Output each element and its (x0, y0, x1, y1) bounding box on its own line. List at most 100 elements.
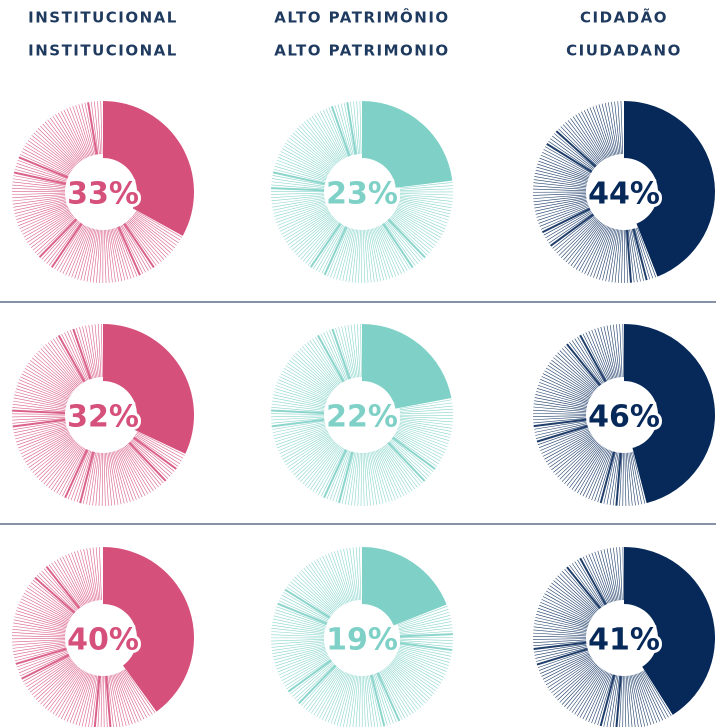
hatch-line (33, 355, 75, 391)
hatch-line (280, 654, 328, 679)
hatch-line (302, 346, 338, 387)
hatch-line (65, 226, 88, 276)
hatch-line (272, 171, 326, 185)
hatch-line (639, 672, 664, 721)
hatch-line (589, 107, 611, 157)
hatch-line (97, 675, 102, 727)
hatch-line (534, 644, 587, 656)
hatch-line (284, 588, 331, 619)
hatch-line (394, 657, 440, 687)
hatch-line (135, 433, 182, 462)
hatch-line (385, 221, 419, 264)
hatch-line (13, 397, 66, 409)
hatch-line (315, 224, 344, 271)
hatch-line (56, 559, 85, 606)
hatch-line (568, 221, 601, 265)
hatch-line (625, 452, 630, 506)
hatch-line (24, 368, 71, 396)
hatch-line (611, 229, 620, 283)
hatch-line (64, 449, 89, 499)
hatch-line (535, 201, 588, 215)
hatch-line (19, 379, 69, 401)
hatch-line (17, 607, 68, 626)
hatch-line (277, 651, 327, 673)
hatch-line (135, 210, 183, 238)
hatch-line (271, 418, 325, 424)
hatch-line (388, 441, 428, 479)
hatch-line (399, 416, 453, 420)
hatch-line (533, 409, 587, 414)
hatch-line (335, 451, 352, 503)
hatch-line (609, 325, 619, 378)
hatch-line (552, 135, 595, 169)
hatch-line (399, 412, 453, 415)
hatch-line (534, 643, 587, 653)
hatch-line (579, 334, 607, 383)
hatch-line (12, 639, 66, 643)
hatch-line (544, 433, 591, 460)
hatch-line (387, 441, 426, 482)
hatch-line (76, 327, 93, 379)
hatch-line (272, 420, 325, 430)
hatch-line (288, 137, 332, 170)
hatch-line (367, 452, 378, 505)
hatch-line (125, 222, 157, 266)
hatch-line (105, 229, 110, 283)
hatch-line (351, 229, 359, 283)
hatch-line (24, 145, 71, 174)
hatch-line (35, 130, 76, 167)
hatch-line (12, 178, 66, 187)
hatch-line (343, 102, 355, 155)
hatch-line (112, 451, 128, 503)
value-label: 22% (326, 400, 398, 435)
hatch-line (329, 329, 349, 380)
hatch-line (533, 406, 587, 412)
hatch-line (272, 199, 325, 211)
hatch-line (45, 566, 81, 609)
hatch-line (26, 658, 72, 688)
hatch-line (365, 452, 371, 506)
hatch-line (357, 452, 361, 506)
hatch-line (399, 642, 453, 652)
hatch-line (612, 324, 620, 378)
hatch-line (388, 664, 426, 704)
hatch-line (28, 584, 73, 617)
hatch-line (120, 225, 146, 273)
hatch-line (391, 662, 433, 697)
hatch-line (306, 119, 340, 163)
hatch-line (317, 112, 344, 160)
hatch-line (553, 357, 595, 392)
hatch-line (352, 675, 359, 727)
hatch-line (131, 216, 173, 251)
hatch-line (582, 333, 608, 382)
hatch-line (353, 324, 360, 378)
hatch-line (299, 348, 337, 388)
hatch-line (37, 128, 77, 166)
hatch-line (585, 555, 609, 604)
hatch-line (536, 425, 588, 443)
hatch-line (273, 168, 326, 183)
hatch-line (300, 219, 337, 260)
hatch-line (81, 103, 95, 156)
hatch-line (325, 554, 347, 604)
hatch-line (398, 202, 450, 218)
hatch-line (32, 579, 74, 615)
hatch-line (104, 675, 108, 727)
hatch-line (594, 328, 613, 380)
hatch-line (374, 450, 393, 501)
hatch-line (533, 179, 587, 188)
hatch-line (289, 360, 332, 393)
hatch-line (12, 195, 66, 202)
hatch-line (546, 143, 593, 173)
hatch-line (551, 359, 594, 393)
hatch-line (275, 609, 326, 627)
hatch-line (281, 655, 329, 681)
hatch-line (309, 340, 341, 385)
hatch-line (12, 628, 66, 635)
hatch-line (281, 209, 329, 235)
hatch-line (398, 615, 451, 629)
hatch-line (599, 451, 616, 504)
hatch-line (12, 192, 66, 195)
hatch-line (596, 228, 613, 279)
hatch-line (276, 606, 327, 626)
